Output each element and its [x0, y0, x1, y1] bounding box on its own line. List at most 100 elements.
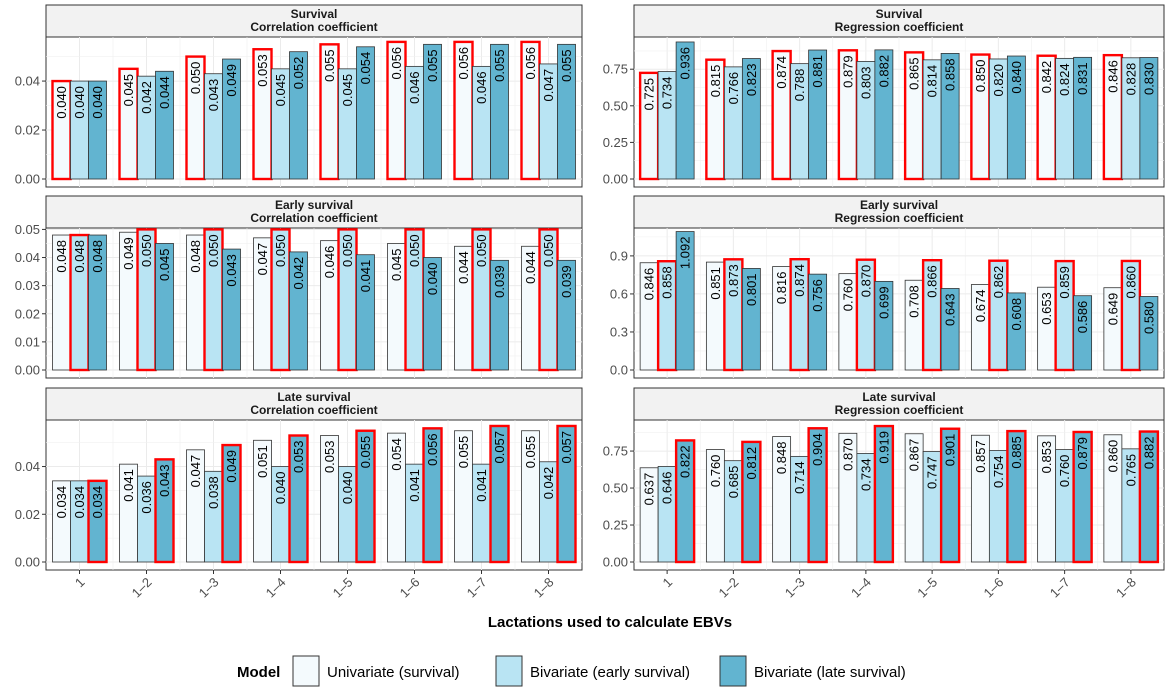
strip-background [45, 4, 583, 38]
y-tick-label: 0.00 [15, 363, 40, 378]
bar-3-3 [808, 273, 828, 371]
bar-label: 0.055 [523, 436, 538, 469]
bar-label: 0.046 [322, 246, 337, 279]
bar-highlight [556, 424, 577, 564]
bar-label: 0.046 [474, 71, 489, 104]
bar-label: 0.050 [541, 234, 556, 267]
bar-label: 0.053 [322, 441, 337, 474]
bar-highlight [1138, 430, 1160, 564]
strip-background [45, 195, 583, 229]
bar-label: 0.788 [792, 69, 807, 102]
bar-label: 0.814 [925, 65, 940, 98]
bar-label: 0.904 [810, 433, 825, 466]
bar-label: 0.043 [224, 254, 239, 287]
bar-label: 0.040 [54, 86, 69, 119]
bar-label: 0.866 [925, 265, 940, 298]
strip-title-line: Late survival [862, 390, 935, 404]
bar-highlight [87, 479, 108, 564]
strip-title-line: Correlation coefficient [250, 211, 377, 225]
x-axis-title: Lactations used to calculate EBVs [488, 614, 732, 631]
bar-label: 0.043 [206, 79, 221, 112]
bar-label: 0.047 [255, 243, 270, 276]
legend-key-2 [495, 655, 523, 687]
bar-label: 0.867 [907, 439, 922, 472]
bar-highlight [1006, 429, 1027, 564]
bar-label: 0.674 [973, 290, 988, 323]
bar-label: 0.050 [407, 234, 422, 267]
bar-label: 0.048 [54, 240, 69, 273]
bar-highlight [674, 439, 696, 564]
panels-layer: Survival Correlation coefficient 0.00 0.02 0… [15, 4, 1165, 571]
x-tick-label: 1–8 [1113, 575, 1139, 601]
strip-title-line: Regression coefficient [835, 403, 964, 417]
bar-label: 0.050 [139, 234, 154, 267]
bar-label: 0.851 [708, 267, 723, 300]
bar-3-2 [741, 268, 761, 371]
bar-label: 0.049 [224, 450, 239, 483]
y-tick-label: 0.02 [15, 507, 40, 522]
bar-label: 0.850 [973, 60, 988, 93]
bar-label: 0.045 [389, 248, 404, 281]
bar-label: 0.054 [389, 438, 404, 471]
x-tick-label: 1–3 [196, 575, 222, 601]
bar-label: 0.830 [1141, 62, 1156, 95]
bar-highlight [355, 429, 376, 564]
y-tick-label: 0.50 [603, 98, 628, 113]
bar-3-2 [155, 243, 174, 371]
bar-label: 0.056 [523, 47, 538, 80]
bar-label: 0.047 [541, 69, 556, 102]
bar-label: 0.882 [1141, 437, 1156, 470]
bar-label: 0.824 [1057, 63, 1072, 96]
bar-label: 0.879 [840, 55, 855, 88]
legend-title: Model [237, 664, 280, 681]
bar-highlight [807, 427, 828, 564]
bar-3-1 [675, 41, 695, 180]
bar-label: 0.649 [1105, 293, 1120, 326]
x-tick-label: 1–4 [848, 575, 874, 601]
bar-label: 0.053 [255, 54, 270, 87]
strip-title-line: Regression coefficient [835, 20, 964, 34]
bar-3-5 [940, 288, 960, 371]
bar-label: 0.034 [72, 486, 87, 519]
strip-title-line: Correlation coefficient [250, 403, 377, 417]
bar-label: 0.812 [744, 447, 759, 480]
strip-title-line: Regression coefficient [835, 211, 964, 225]
legend-key-1 [292, 655, 320, 687]
legend: Model Univariate (survival) Bivariate (ea… [237, 655, 906, 687]
strip-title-line: Survival [291, 7, 338, 21]
bar-3-3 [222, 58, 241, 180]
bar-3-5 [940, 52, 960, 180]
bar-highlight [221, 443, 242, 564]
bar-3-5 [356, 46, 375, 180]
bar-label: 0.055 [456, 436, 471, 469]
bar-3-2 [155, 70, 174, 180]
bar-label: 0.725 [642, 78, 657, 111]
bar-label: 0.045 [157, 248, 172, 281]
y-tick-label: 0.9 [610, 248, 628, 263]
bar-label: 0.874 [792, 264, 807, 297]
bar-label: 0.747 [925, 457, 940, 490]
bar-label: 0.048 [90, 240, 105, 273]
bar-label: 0.831 [1075, 62, 1090, 95]
x-tick-label: 1–5 [914, 575, 940, 601]
y-tick-label: 0.25 [603, 135, 628, 150]
x-tick-label: 1–2 [129, 575, 155, 601]
bar-label: 0.859 [1057, 266, 1072, 299]
bar-label: 0.039 [559, 265, 574, 298]
bar-label: 0.828 [1123, 63, 1138, 96]
bar-label: 0.034 [90, 486, 105, 519]
y-tick-label: 0.04 [15, 74, 40, 89]
x-tick-label: 1–7 [464, 575, 490, 601]
bar-3-2 [741, 58, 761, 180]
y-tick-label: 0.00 [603, 172, 628, 187]
bar-label: 0.044 [157, 76, 172, 109]
x-tick-label: 1–4 [263, 575, 289, 601]
x-tick-label: 1–7 [1047, 575, 1073, 601]
bar-label: 0.038 [206, 476, 221, 509]
bar-label: 0.766 [726, 72, 741, 105]
